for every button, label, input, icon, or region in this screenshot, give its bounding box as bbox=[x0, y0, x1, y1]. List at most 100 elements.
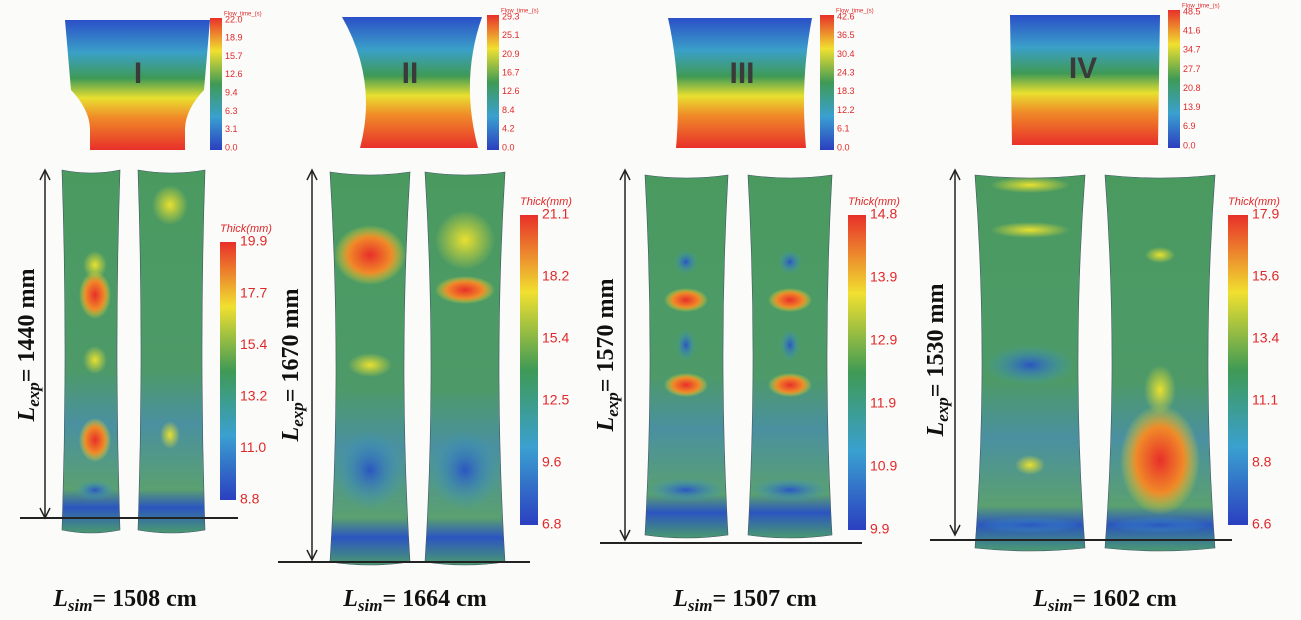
thick-tick-label: 14.8 bbox=[870, 206, 897, 222]
flow-tick-label: 16.7 bbox=[502, 68, 520, 78]
thick-tick-label: 17.7 bbox=[240, 284, 267, 300]
flow-tick-label: 12.2 bbox=[837, 105, 855, 115]
thick-tick-label: 8.8 bbox=[240, 491, 260, 507]
flow-tick-label: 34.7 bbox=[1183, 45, 1201, 55]
flow-tick-label: 27.7 bbox=[1183, 64, 1201, 74]
thick-tick-label: 12.9 bbox=[870, 332, 897, 348]
thick-tick-label: 6.6 bbox=[1252, 516, 1272, 532]
contour bbox=[348, 353, 392, 377]
thick-tick-label: 12.5 bbox=[542, 392, 569, 408]
subscript: sim bbox=[67, 596, 93, 615]
subscript: sim bbox=[1047, 596, 1073, 615]
flow-tick-label: 6.9 bbox=[1183, 121, 1196, 131]
contour bbox=[980, 517, 1080, 533]
contour bbox=[334, 225, 406, 285]
contour bbox=[780, 329, 800, 361]
thick-tick-label: 11.9 bbox=[870, 395, 896, 411]
thick-tick-label: 8.8 bbox=[1252, 454, 1272, 470]
contour bbox=[435, 276, 495, 304]
symbol: L bbox=[342, 586, 358, 612]
contour bbox=[768, 373, 812, 397]
symbol: L bbox=[14, 407, 40, 423]
thick-tick-label: 15.4 bbox=[542, 330, 569, 346]
contour bbox=[152, 185, 188, 225]
contour bbox=[664, 288, 708, 312]
flow-tick-label: 3.1 bbox=[225, 124, 238, 134]
panel-label: IV bbox=[1069, 52, 1097, 85]
flow-tick-label: 20.8 bbox=[1183, 83, 1201, 93]
thick-tick-label: 19.9 bbox=[240, 233, 267, 249]
flow-tick-label: 48.5 bbox=[1183, 6, 1201, 16]
subscript: sim bbox=[357, 596, 383, 615]
contour bbox=[83, 346, 107, 374]
thick-tick-label: 6.8 bbox=[542, 516, 562, 532]
contour bbox=[985, 345, 1075, 385]
flow-tick-label: 12.6 bbox=[502, 86, 520, 96]
thick-tick-label: 17.9 bbox=[1252, 206, 1279, 222]
subscript: exp bbox=[603, 392, 622, 417]
value: = 1507 cm bbox=[712, 586, 816, 612]
contour bbox=[435, 210, 495, 270]
contour bbox=[335, 430, 405, 510]
thick-colorbar bbox=[520, 215, 538, 525]
figure: IFlow_time_(s)22.018.915.712.69.46.33.10… bbox=[0, 0, 1301, 620]
value: = 1670 mm bbox=[278, 289, 304, 403]
exp-length-label: Lexp= 1570 mm bbox=[593, 279, 622, 433]
contour bbox=[1145, 247, 1175, 263]
symbol: L bbox=[672, 586, 688, 612]
contour bbox=[1015, 455, 1045, 475]
symbol: L bbox=[593, 417, 619, 433]
flow-tick-label: 24.3 bbox=[837, 68, 855, 78]
thick-tick-label: 13.9 bbox=[870, 269, 897, 285]
thick-colorbar bbox=[1228, 215, 1248, 525]
flow-tick-label: 18.3 bbox=[837, 86, 855, 96]
flow-tick-label: 30.4 bbox=[837, 49, 855, 59]
contour bbox=[160, 421, 180, 449]
value: = 1508 cm bbox=[92, 586, 196, 612]
contour bbox=[83, 251, 107, 279]
contour bbox=[664, 373, 708, 397]
subscript: exp bbox=[933, 397, 952, 422]
flow-tick-label: 0.0 bbox=[225, 142, 238, 152]
subscript: sim bbox=[687, 596, 713, 615]
contour bbox=[1110, 517, 1210, 533]
sim-length-label: Lsim= 1602 cm bbox=[1032, 586, 1177, 615]
thick-tick-label: 21.1 bbox=[542, 206, 569, 222]
symbol: L bbox=[52, 586, 68, 612]
flow-colorbar bbox=[487, 15, 499, 150]
thick-colorbar bbox=[848, 215, 866, 530]
flow-tick-label: 12.6 bbox=[225, 69, 243, 79]
flow-tick-label: 4.2 bbox=[502, 124, 515, 134]
sim-length-label: Lsim= 1508 cm bbox=[52, 586, 197, 615]
subscript: exp bbox=[24, 382, 43, 407]
thick-tick-label: 9.6 bbox=[542, 454, 562, 470]
contour bbox=[646, 478, 726, 502]
flow-colorbar bbox=[1168, 10, 1180, 148]
value: = 1664 cm bbox=[382, 586, 486, 612]
thick-tick-label: 13.4 bbox=[1252, 330, 1279, 346]
contour bbox=[778, 250, 802, 274]
contour bbox=[990, 177, 1070, 193]
exp-length-label: Lexp= 1530 mm bbox=[923, 284, 952, 438]
thick-colorbar bbox=[220, 242, 236, 500]
value: = 1570 mm bbox=[593, 279, 619, 393]
contour bbox=[768, 288, 812, 312]
flow-tick-label: 8.4 bbox=[502, 105, 515, 115]
thick-tick-label: 10.9 bbox=[870, 458, 897, 474]
flow-colorbar bbox=[210, 18, 222, 150]
contour bbox=[990, 222, 1070, 238]
flow-tick-label: 25.1 bbox=[502, 30, 520, 40]
thick-tick-label: 11.0 bbox=[240, 439, 266, 455]
flow-tick-label: 6.3 bbox=[225, 106, 238, 116]
flow-tick-label: 36.5 bbox=[837, 30, 855, 40]
contour bbox=[676, 329, 696, 361]
contour bbox=[1144, 365, 1176, 415]
flow-tick-label: 20.9 bbox=[502, 49, 520, 59]
contour bbox=[1120, 405, 1200, 515]
flow-tick-label: 6.1 bbox=[837, 124, 850, 134]
contour bbox=[79, 418, 111, 462]
flow-tick-label: 0.0 bbox=[1183, 140, 1196, 150]
sim-length-label: Lsim= 1664 cm bbox=[342, 586, 487, 615]
flow-tick-label: 18.9 bbox=[225, 33, 243, 43]
value: = 1602 cm bbox=[1072, 586, 1176, 612]
